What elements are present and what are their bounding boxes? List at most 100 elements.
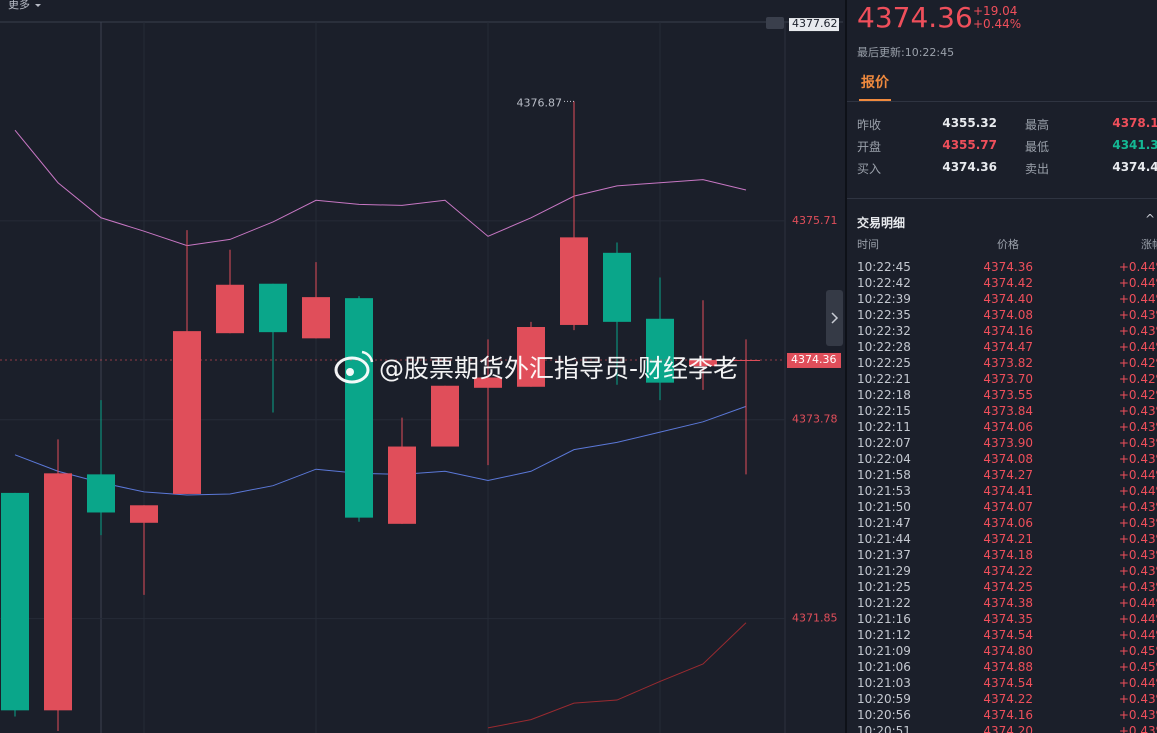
trade-price: 4374.88 <box>983 660 1033 674</box>
candle-body <box>474 377 502 388</box>
trade-change: +0.43% <box>1118 404 1157 418</box>
collapse-arrow <box>831 312 839 324</box>
quote-value: 4341.35 <box>1112 138 1157 152</box>
trade-time: 10:22:11 <box>857 420 911 434</box>
divider <box>847 101 1157 102</box>
collapse-tab[interactable] <box>826 290 843 346</box>
candle-body <box>603 252 631 322</box>
trade-time: 10:20:59 <box>857 692 911 706</box>
trade-price: 4374.25 <box>983 580 1033 594</box>
trade-price: 4373.70 <box>983 372 1033 386</box>
trade-price: 4374.38 <box>983 596 1033 610</box>
trade-time: 10:21:06 <box>857 660 911 674</box>
trade-change: +0.45% <box>1118 644 1157 658</box>
trade-change: +0.43% <box>1118 436 1157 450</box>
trade-change: +0.43% <box>1118 324 1157 338</box>
band-line <box>14 129 747 247</box>
trade-change: +0.44% <box>1118 596 1157 610</box>
trade-price: 4374.07 <box>983 500 1033 514</box>
candle-body <box>130 505 158 523</box>
trade-time: 10:22:21 <box>857 372 911 386</box>
trade-price: 4374.27 <box>983 468 1033 482</box>
quote-label: 昨收 <box>857 118 882 132</box>
candle-body <box>216 284 244 334</box>
quote-value: 4355.32 <box>942 116 997 130</box>
trade-price: 4374.42 <box>983 276 1033 290</box>
candle-body <box>87 474 115 513</box>
candle-body <box>44 473 72 711</box>
trade-price: 4374.54 <box>983 628 1033 642</box>
band-line <box>14 405 747 496</box>
quote-value: 4374.36 <box>942 160 997 174</box>
trade-price: 4373.55 <box>983 388 1033 402</box>
trade-price: 4374.16 <box>983 708 1033 722</box>
trade-price: 4374.08 <box>983 452 1033 466</box>
settings-icon[interactable] <box>766 17 784 29</box>
change: +19.04 <box>973 4 1018 18</box>
last-price-box <box>787 352 841 368</box>
trade-price: 4374.40 <box>983 292 1033 306</box>
tab-underline <box>859 99 891 101</box>
band-line <box>487 622 747 729</box>
trade-time: 10:21:09 <box>857 644 911 658</box>
trade-price: 4374.16 <box>983 324 1033 338</box>
quote-label: 买入 <box>857 162 882 176</box>
trade-price: 4373.84 <box>983 404 1033 418</box>
trade-change: +0.44% <box>1118 676 1157 690</box>
trade-time: 10:21:03 <box>857 676 911 690</box>
chart: 更多 4371.85 4373.78 4375.71 4377.62 4374.36 43… <box>0 0 843 733</box>
quote-label: 开盘 <box>857 140 882 154</box>
trades-header: 时间 <box>857 238 879 251</box>
more-menu[interactable]: 更多 <box>8 0 30 11</box>
candle-body <box>431 385 459 447</box>
trade-price: 4374.21 <box>983 532 1033 546</box>
trade-price: 4374.47 <box>983 340 1033 354</box>
y-tick-label: 4377.62 <box>792 17 838 30</box>
trade-price: 4374.41 <box>983 484 1033 498</box>
trade-change: +0.44% <box>1118 484 1157 498</box>
trade-change: +0.43% <box>1118 692 1157 706</box>
trades-title: 交易明细 <box>857 216 906 230</box>
candle-body <box>259 283 287 333</box>
trade-time: 10:21:53 <box>857 484 911 498</box>
trade-change: +0.43% <box>1118 420 1157 434</box>
trade-change: +0.42% <box>1118 388 1157 402</box>
candle-body <box>388 446 416 524</box>
trade-time: 10:22:35 <box>857 308 911 322</box>
collapse-icon[interactable]: ^ <box>1145 212 1156 226</box>
trade-price: 4374.80 <box>983 644 1033 658</box>
trade-time: 10:22:39 <box>857 292 911 306</box>
trade-price: 4374.36 <box>983 260 1033 274</box>
quote-value: 4378.18 <box>1112 116 1157 130</box>
trade-change: +0.43% <box>1118 452 1157 466</box>
candle-body <box>302 297 330 339</box>
tab-quote[interactable]: 报价 <box>861 75 889 91</box>
watermark: @股票期货外汇指导员-财经李老 <box>334 350 738 384</box>
quote-label: 最低 <box>1025 140 1050 154</box>
candle-body <box>345 298 373 518</box>
trade-change: +0.44% <box>1118 276 1157 290</box>
trade-time: 10:20:56 <box>857 708 911 722</box>
trade-time: 10:21:58 <box>857 468 911 482</box>
quote-panel: 4374.36 +19.04 +0.44% 最后更新:10:22:45 报价 昨… <box>845 0 1157 733</box>
trade-time: 10:22:32 <box>857 324 911 338</box>
trade-change: +0.44% <box>1118 292 1157 306</box>
y-tick-label: 4373.78 <box>792 413 838 426</box>
trade-price: 4374.54 <box>983 676 1033 690</box>
trade-change: +0.44% <box>1118 340 1157 354</box>
divider <box>847 198 1157 199</box>
trade-price: 4374.22 <box>983 564 1033 578</box>
trades-header: 涨幅 <box>1141 238 1157 251</box>
trade-time: 10:21:47 <box>857 516 911 530</box>
trade-change: +0.43% <box>1118 532 1157 546</box>
trade-price: 4374.06 <box>983 420 1033 434</box>
y-tick-label: 4375.71 <box>792 214 838 227</box>
quote-label: 卖出 <box>1025 162 1050 176</box>
y-tick-label: 4371.85 <box>792 612 838 625</box>
weibo-icon <box>334 356 370 384</box>
trade-price: 4373.82 <box>983 356 1033 370</box>
candle-body <box>560 237 588 325</box>
trade-price: 4374.08 <box>983 308 1033 322</box>
trade-time: 10:21:44 <box>857 532 911 546</box>
